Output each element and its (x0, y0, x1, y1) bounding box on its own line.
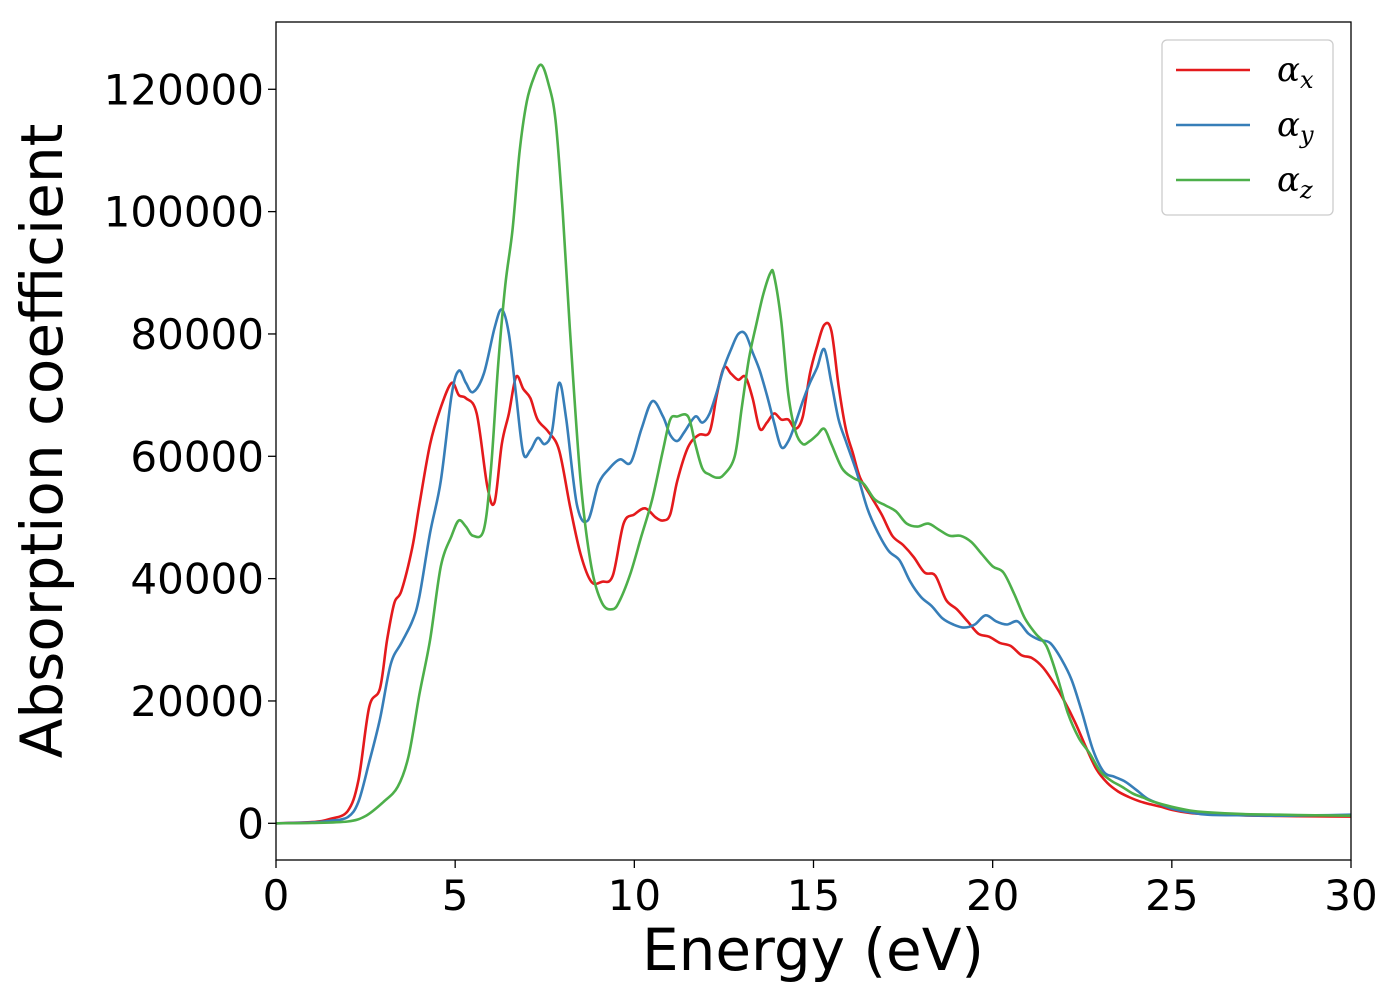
x-tick-label: 25 (1145, 871, 1198, 920)
legend-label-z: αz (1277, 160, 1313, 204)
y-tick-label: 40000 (130, 555, 264, 604)
y-tick-label: 80000 (130, 310, 264, 359)
x-axis-label: Energy (eV) (642, 916, 984, 984)
series-layer (276, 63, 1351, 825)
y-tick-label: 20000 (130, 677, 264, 726)
y-axis-label: Absorption coefficient (8, 124, 76, 759)
legend: αx αy αz (1161, 39, 1334, 216)
y-tick-label: 60000 (130, 432, 264, 481)
legend-label-x: αx (1277, 50, 1314, 94)
x-tick-label: 5 (442, 871, 469, 920)
y-tick-label: 0 (237, 799, 264, 848)
y-tick-label: 120000 (104, 65, 264, 114)
y-tick-label: 100000 (104, 188, 264, 237)
legend-label-y: αy (1277, 105, 1314, 149)
series-line-z (276, 63, 1351, 825)
x-tick-label: 15 (787, 871, 840, 920)
legend-box (1161, 39, 1334, 216)
y-axis: 0 20000 40000 60000 80000 100000 120000 (104, 65, 276, 848)
x-tick-label: 20 (966, 871, 1019, 920)
x-axis: 0 5 10 15 20 25 30 (263, 860, 1378, 920)
x-tick-label: 10 (608, 871, 661, 920)
x-tick-label: 0 (263, 871, 290, 920)
x-tick-label: 30 (1324, 871, 1377, 920)
series-line-x (276, 321, 1351, 825)
